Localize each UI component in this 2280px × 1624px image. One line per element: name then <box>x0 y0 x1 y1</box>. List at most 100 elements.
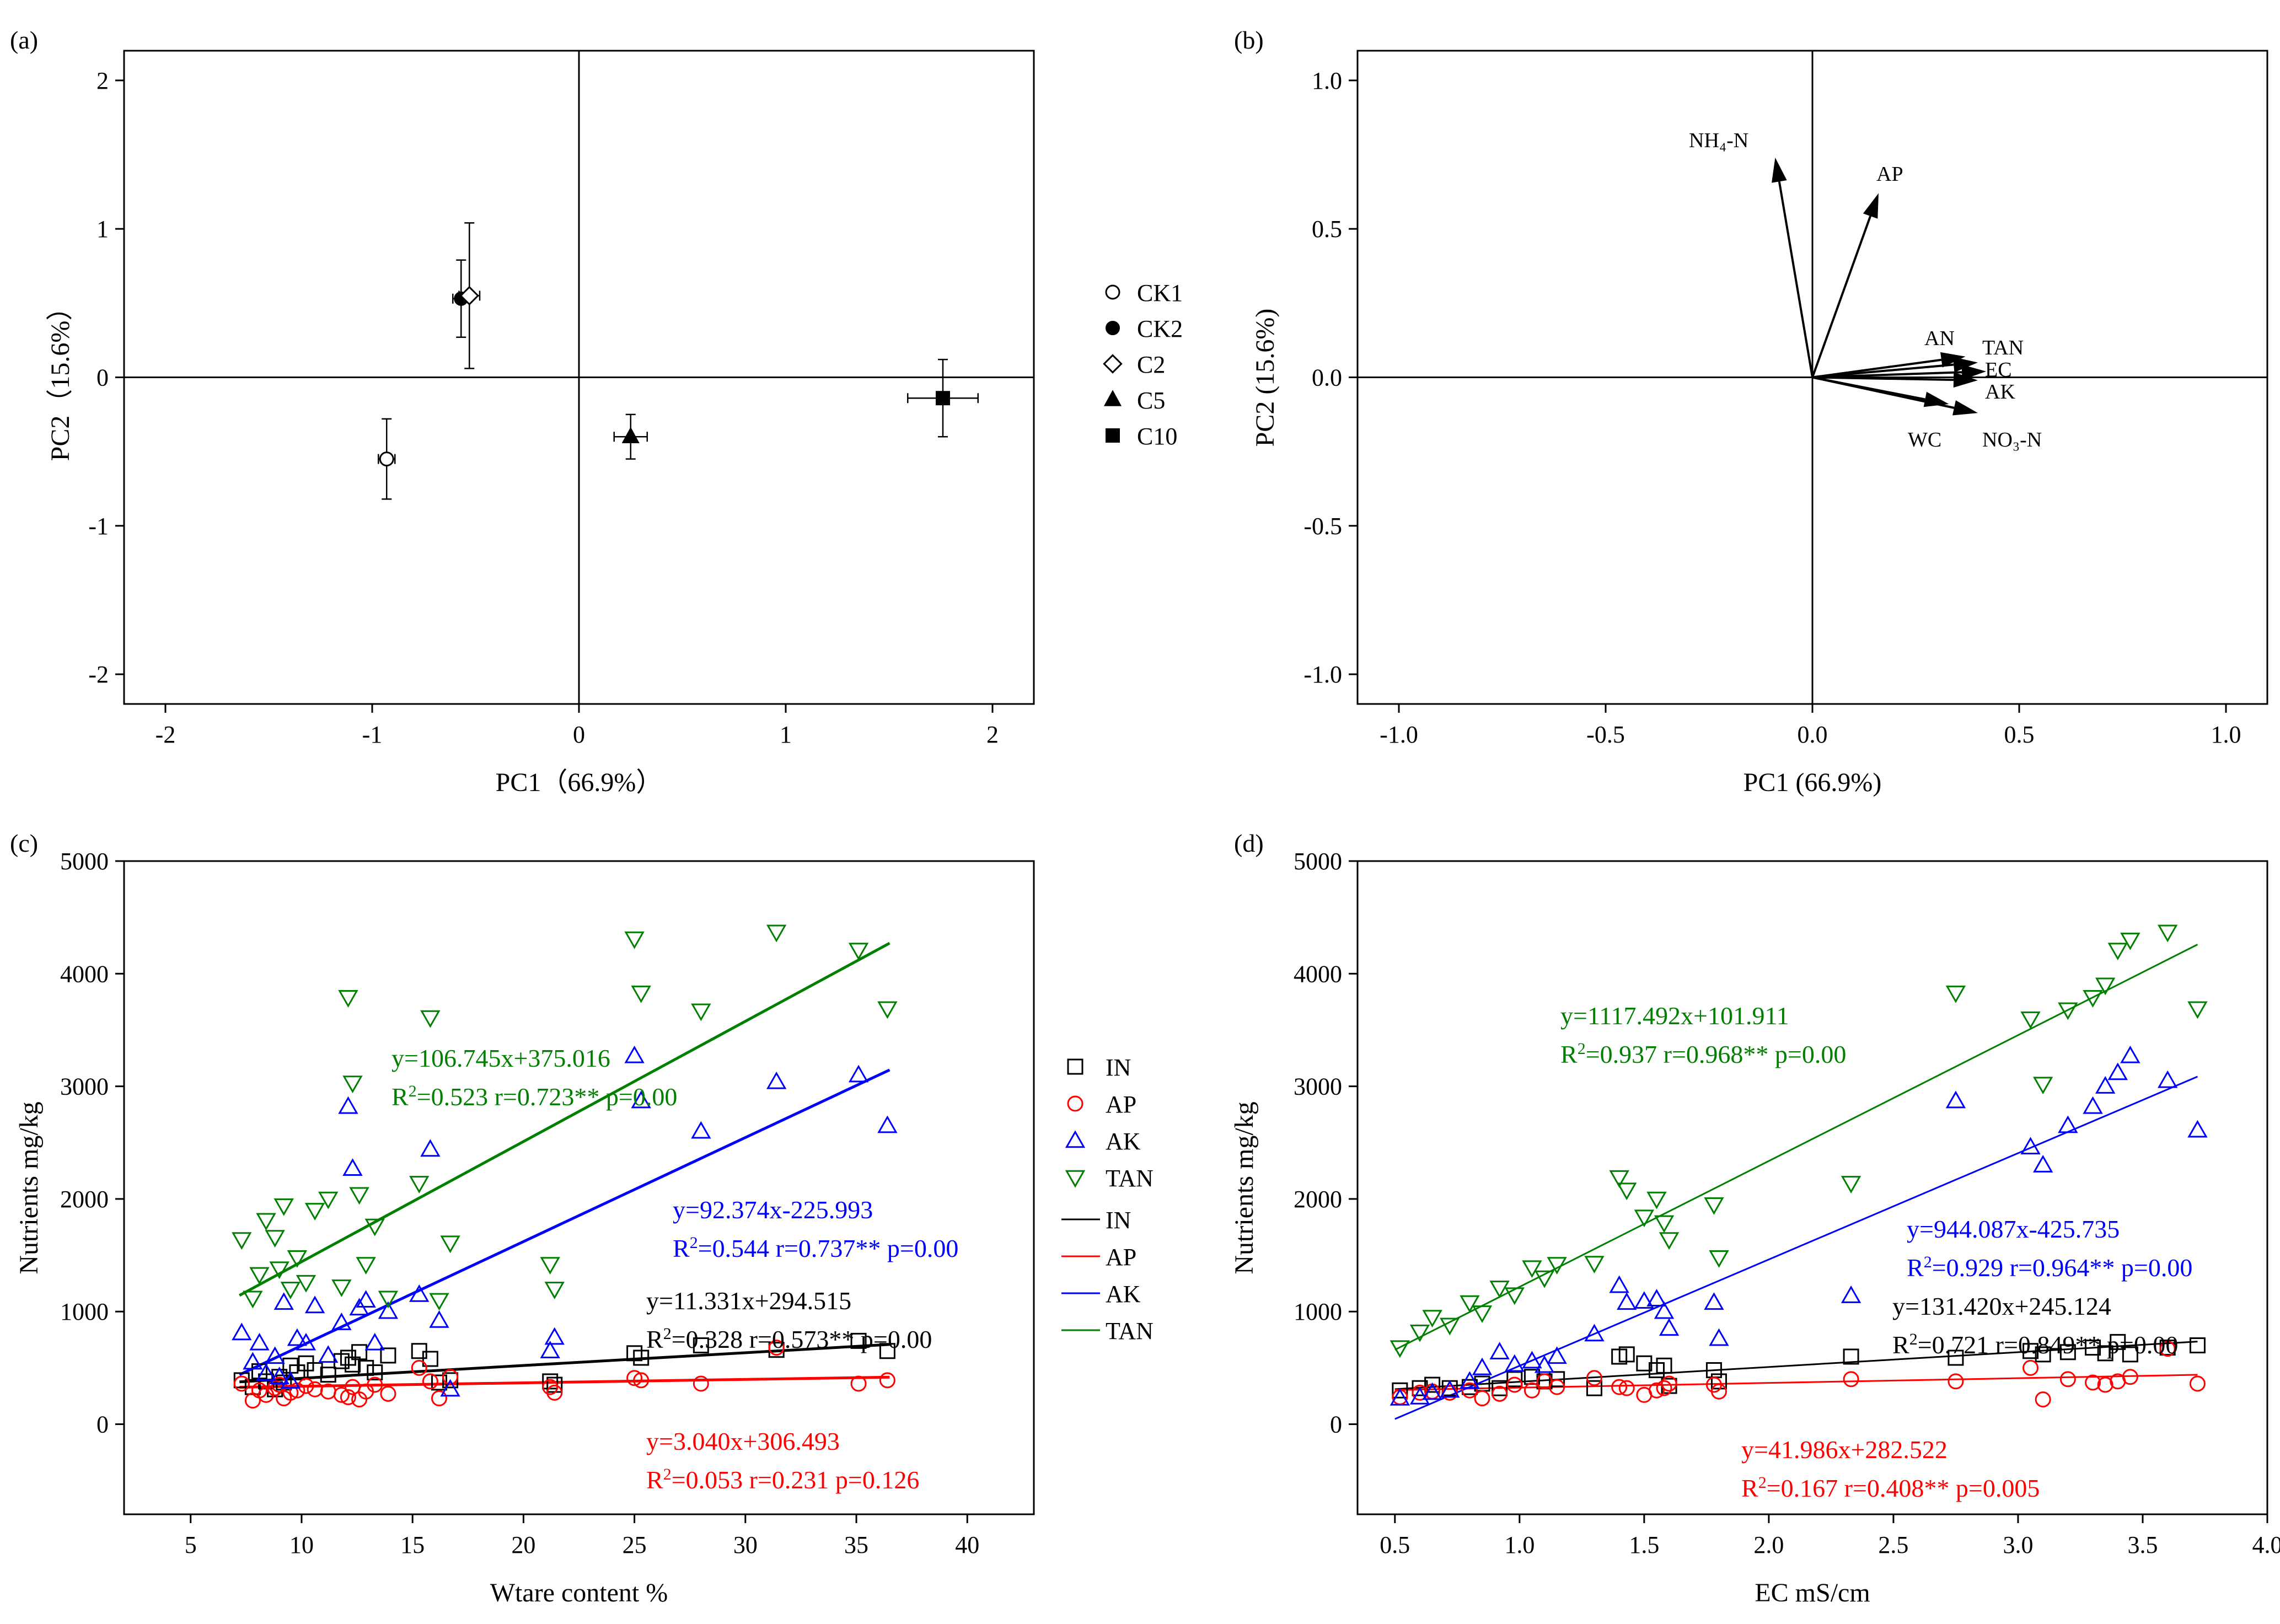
y-tick-label: -1.0 <box>1303 661 1342 688</box>
data-point-tan <box>2020 1011 2041 1029</box>
data-point-ak <box>331 1313 352 1330</box>
data-point-ap <box>1506 1376 1523 1393</box>
data-point-ap <box>850 1375 867 1392</box>
x-tick-label: 3.5 <box>2127 1531 2158 1558</box>
data-point-ak <box>2083 1096 2103 1114</box>
legend-marker-c5 <box>1103 390 1122 406</box>
data-point-tan <box>1646 1191 1667 1209</box>
legend-marker-ap <box>1067 1095 1083 1112</box>
data-point-in <box>633 1349 650 1366</box>
legend-label: C5 <box>1137 387 1165 414</box>
regression-stats: R2=0.929 r=0.964** p=0.00 <box>1907 1253 2192 1282</box>
r-squared-value: =0.167 <box>1767 1474 1838 1502</box>
data-point-tan <box>2083 990 2103 1008</box>
data-point-in <box>1412 1380 1428 1396</box>
y-tick-label: 0 <box>96 364 109 391</box>
legend-label: TAN <box>1106 1318 1154 1345</box>
data-point-tan <box>2107 943 2128 961</box>
y-tick-label: 5000 <box>60 848 109 875</box>
fit-line-tan <box>239 942 890 1297</box>
data-point-tan <box>1617 1182 1637 1201</box>
data-point-tan <box>1841 1176 1861 1193</box>
data-point-ap <box>1461 1382 1478 1399</box>
legend-label: C2 <box>1137 351 1165 378</box>
data-point-in <box>351 1344 368 1360</box>
vector-label: AK <box>1985 380 2015 404</box>
data-point-ak <box>1534 1355 1555 1373</box>
data-point-ak <box>624 1045 645 1063</box>
legend-marker-tan <box>1065 1170 1086 1188</box>
data-point-ap <box>380 1385 396 1402</box>
r-p-values: r=0.573** p=0.00 <box>743 1325 932 1353</box>
legend-label: AP <box>1106 1244 1136 1271</box>
arrow-head <box>1940 352 1966 368</box>
data-point-in <box>2023 1343 2039 1359</box>
data-point-ak <box>409 1284 430 1302</box>
fit-line-ak <box>1394 1076 2198 1420</box>
r-p-values: r=0.968** p=0.00 <box>1657 1040 1846 1068</box>
data-point-ap <box>1549 1379 1565 1395</box>
superscript: 2 <box>1909 1330 1918 1348</box>
r-squared-value: =0.937 <box>1586 1040 1657 1068</box>
data-point-ak <box>265 1346 285 1364</box>
vector-label: WC <box>1908 428 1941 451</box>
data-point-ap <box>693 1375 709 1392</box>
data-point-ak <box>356 1290 376 1308</box>
data-point-ak <box>1422 1382 1442 1400</box>
y-tick-label: -1 <box>88 513 109 540</box>
regression-stats: R2=0.937 r=0.968** p=0.00 <box>1560 1040 1846 1069</box>
data-point-ap <box>282 1384 299 1401</box>
fit-line-ap <box>239 1375 890 1389</box>
data-point-tan <box>243 1290 263 1309</box>
regression-stats: R2=0.523 r=0.723** p=0.00 <box>391 1082 677 1111</box>
data-point-tan <box>1709 1250 1729 1268</box>
data-point-ak <box>766 1071 787 1089</box>
r-squared-symbol: R <box>1892 1331 1909 1359</box>
data-point-ak <box>1634 1291 1655 1309</box>
legend-marker-in <box>1067 1058 1083 1075</box>
data-point-tan <box>287 1250 308 1268</box>
r-squared-symbol: R <box>646 1466 663 1494</box>
superscript: 2 <box>690 1234 698 1252</box>
y-axis-label: Nutrients mg/kg <box>1230 1101 1259 1274</box>
data-point-ak <box>1489 1342 1510 1359</box>
data-point-in <box>2035 1346 2051 1363</box>
legend: IN AP AK TAN IN AP AK TAN <box>1061 1054 1154 1345</box>
data-point-ak <box>378 1301 399 1319</box>
y-tick-label: 2000 <box>60 1186 109 1213</box>
regression-equation: y=944.087x-425.735 <box>1907 1215 2120 1243</box>
data-point-tan <box>2058 1002 2078 1020</box>
data-point-in <box>1656 1357 1672 1374</box>
data-point-tan <box>378 1290 399 1309</box>
vector-label: NH₄-N <box>1689 129 1748 152</box>
data-point-ak <box>318 1345 339 1363</box>
vector-label: EC <box>1985 358 2012 381</box>
data-point-ap <box>333 1386 350 1403</box>
y-tick-label: 0 <box>1330 1411 1342 1438</box>
x-tick-label: 4.0 <box>2252 1531 2280 1558</box>
data-point-tan <box>1945 985 1966 1003</box>
r-p-values: r=0.849** p=0.00 <box>1989 1331 2178 1359</box>
data-point-ap <box>542 1379 559 1395</box>
r-squared-value: =0.721 <box>1918 1331 1989 1359</box>
data-point-ap <box>2189 1375 2206 1392</box>
r-p-values: r=0.737** p=0.00 <box>769 1234 958 1262</box>
data-point-in <box>850 1332 867 1349</box>
superscript: 2 <box>663 1325 672 1343</box>
data-point-tan <box>1704 1197 1724 1215</box>
data-point-tan <box>1584 1256 1605 1274</box>
data-point-ap <box>546 1384 563 1401</box>
r-p-values: r=0.408** p=0.005 <box>1838 1474 2040 1502</box>
data-point-in <box>320 1367 336 1383</box>
data-point-ap <box>442 1369 459 1385</box>
data-point-in <box>542 1373 559 1390</box>
data-point-tan <box>273 1198 294 1216</box>
x-tick-label: 0 <box>573 721 585 748</box>
data-point-tan <box>304 1203 325 1220</box>
fit-line-in <box>239 1343 890 1384</box>
x-tick-label: -1 <box>362 721 383 748</box>
data-point-in <box>2110 1333 2126 1350</box>
x-tick-label: 1 <box>780 721 792 748</box>
data-point-in <box>1586 1380 1602 1396</box>
y-tick-label: 1 <box>96 216 109 243</box>
